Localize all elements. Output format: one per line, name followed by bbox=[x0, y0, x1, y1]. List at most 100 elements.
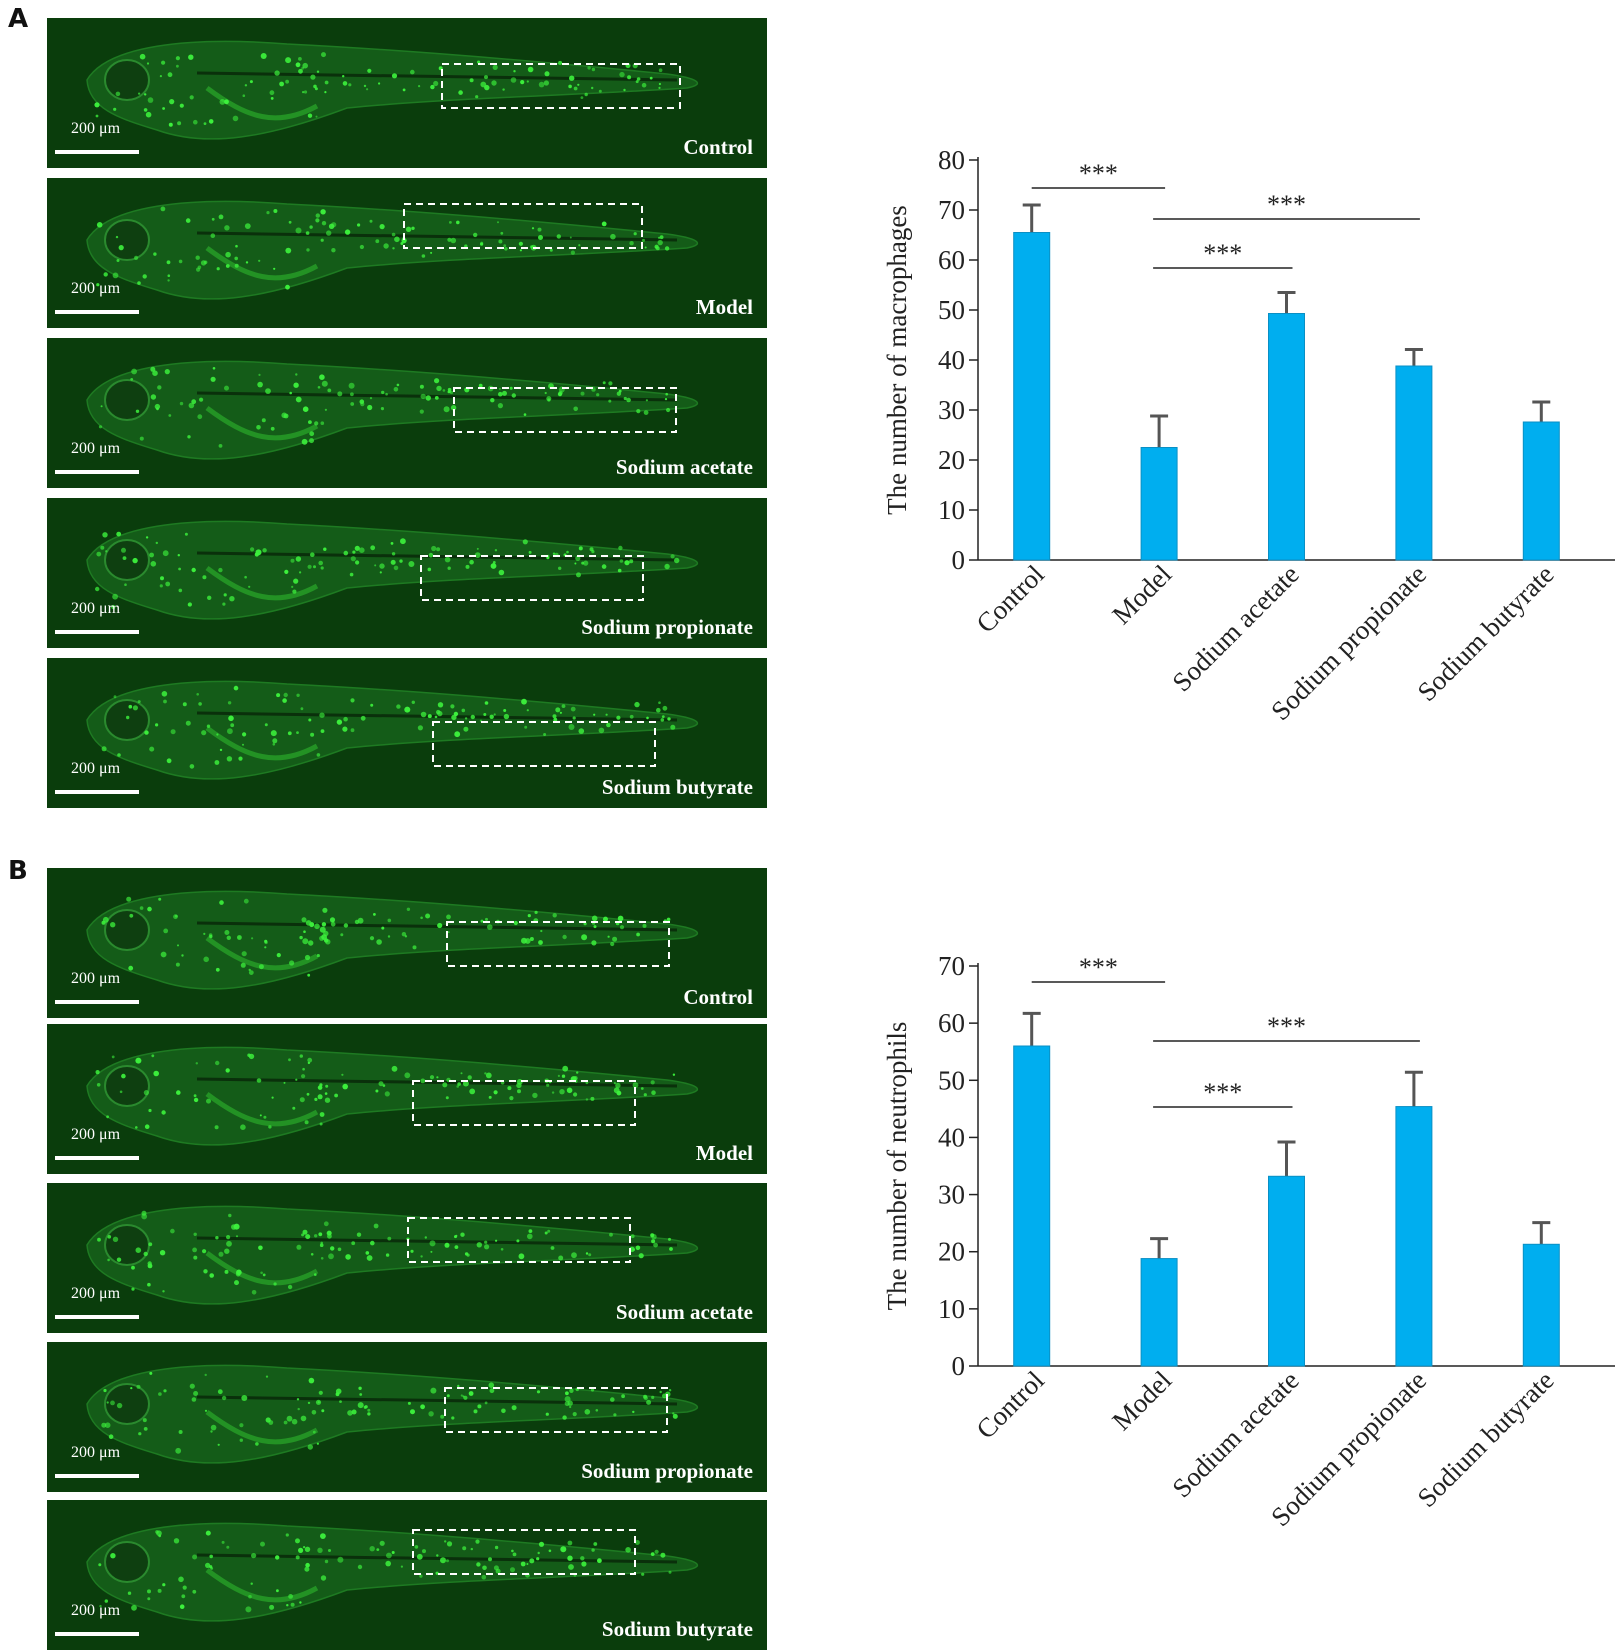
cell-dot bbox=[238, 756, 243, 761]
cell-dot bbox=[518, 1253, 525, 1260]
cell-dot bbox=[167, 279, 170, 282]
fish-image-a-sodium-propionate: 200 μm Sodium propionate bbox=[47, 498, 767, 648]
fish-yolk bbox=[205, 725, 319, 761]
cell-dot bbox=[254, 552, 259, 557]
significance-label: *** bbox=[1203, 239, 1242, 268]
cell-dot bbox=[325, 1084, 329, 1088]
cell-dot bbox=[288, 220, 292, 224]
cell-dot bbox=[341, 1073, 344, 1076]
fish-body bbox=[86, 40, 699, 140]
scale-bar bbox=[55, 310, 139, 314]
cell-dot bbox=[215, 967, 220, 972]
cell-dot bbox=[370, 703, 374, 707]
y-tick-label: 80 bbox=[938, 145, 965, 175]
cell-dot bbox=[404, 1072, 411, 1079]
cell-dot bbox=[481, 1574, 487, 1580]
y-tick-label: 70 bbox=[938, 951, 965, 981]
cell-dot bbox=[276, 1589, 279, 1593]
cell-dot bbox=[359, 1393, 363, 1396]
cell-dot bbox=[414, 1545, 419, 1549]
cell-dot bbox=[209, 1554, 213, 1559]
cell-dot bbox=[299, 571, 302, 574]
cell-dot bbox=[135, 409, 140, 413]
cell-dot bbox=[302, 406, 309, 412]
cell-dot bbox=[463, 1395, 468, 1400]
cell-dot bbox=[396, 704, 401, 709]
cell-dot bbox=[244, 84, 248, 87]
cell-dot bbox=[130, 378, 134, 381]
cell-dot bbox=[110, 922, 116, 928]
cell-dot bbox=[100, 405, 103, 408]
cell-dot bbox=[497, 221, 499, 224]
cell-dot bbox=[619, 559, 624, 563]
cell-dot bbox=[210, 1430, 213, 1433]
cell-dot bbox=[569, 1405, 572, 1409]
cell-dot bbox=[470, 1547, 473, 1551]
cell-dot bbox=[195, 1062, 198, 1065]
cell-dot bbox=[323, 547, 327, 551]
cell-dot bbox=[143, 108, 148, 112]
fish-yolk bbox=[205, 1567, 319, 1603]
cell-dot bbox=[175, 962, 180, 967]
cell-dot bbox=[136, 1384, 141, 1389]
cell-dot bbox=[351, 1409, 357, 1415]
cell-dot bbox=[367, 1412, 371, 1416]
cell-dot bbox=[189, 95, 194, 100]
cell-dot bbox=[446, 1394, 450, 1398]
cell-dot bbox=[283, 1420, 288, 1425]
cell-dot bbox=[327, 388, 332, 393]
region-of-interest-box bbox=[407, 1217, 631, 1263]
cell-dot bbox=[339, 1400, 342, 1403]
scale-label: 200 μm bbox=[71, 1285, 121, 1302]
cell-dot bbox=[435, 1571, 439, 1575]
cell-dot bbox=[188, 402, 195, 409]
cell-dot bbox=[147, 97, 154, 103]
cell-dot bbox=[530, 245, 534, 249]
cell-dot bbox=[537, 227, 542, 232]
cell-dot bbox=[310, 1253, 314, 1256]
cell-dot bbox=[461, 708, 466, 713]
cell-dot bbox=[159, 75, 162, 78]
cell-dot bbox=[176, 1090, 181, 1095]
cell-dot bbox=[219, 900, 224, 905]
cell-dot bbox=[290, 558, 295, 563]
cell-dot bbox=[558, 60, 563, 65]
cell-dot bbox=[178, 567, 182, 571]
cell-dot bbox=[112, 272, 119, 279]
cell-dot bbox=[430, 1387, 437, 1394]
cell-dot bbox=[178, 259, 183, 264]
cell-dot bbox=[191, 399, 197, 405]
cell-dot bbox=[96, 222, 103, 228]
cell-dot bbox=[269, 1604, 275, 1610]
cell-dot bbox=[573, 406, 578, 412]
cell-dot bbox=[202, 575, 207, 580]
cell-dot bbox=[163, 928, 169, 934]
cell-dot bbox=[566, 550, 569, 554]
cell-dot bbox=[342, 75, 345, 78]
cell-dot bbox=[212, 367, 216, 370]
cell-dot bbox=[529, 1558, 535, 1564]
cell-dot bbox=[420, 1255, 423, 1258]
cell-dot bbox=[602, 381, 606, 385]
x-tick-label: Model bbox=[1106, 1365, 1177, 1436]
cell-dot bbox=[674, 557, 680, 564]
cell-dot bbox=[178, 1430, 183, 1434]
cell-dot bbox=[572, 1412, 577, 1417]
cell-dot bbox=[559, 711, 563, 714]
cell-dot bbox=[544, 1231, 548, 1235]
cell-dot bbox=[477, 60, 481, 64]
cell-dot bbox=[511, 1405, 517, 1411]
cell-dot bbox=[268, 1420, 274, 1425]
cell-dot bbox=[476, 1242, 482, 1248]
cell-dot bbox=[319, 712, 325, 718]
cell-dot bbox=[607, 935, 610, 938]
cell-dot bbox=[587, 66, 591, 70]
cell-dot bbox=[300, 1415, 307, 1422]
cell-dot bbox=[444, 556, 451, 563]
cell-dot bbox=[303, 930, 306, 933]
cell-dot bbox=[391, 1551, 395, 1554]
cell-dot bbox=[107, 1235, 112, 1239]
cell-dot bbox=[209, 1273, 214, 1278]
cell-dot bbox=[193, 1255, 198, 1260]
cell-dot bbox=[578, 728, 585, 734]
